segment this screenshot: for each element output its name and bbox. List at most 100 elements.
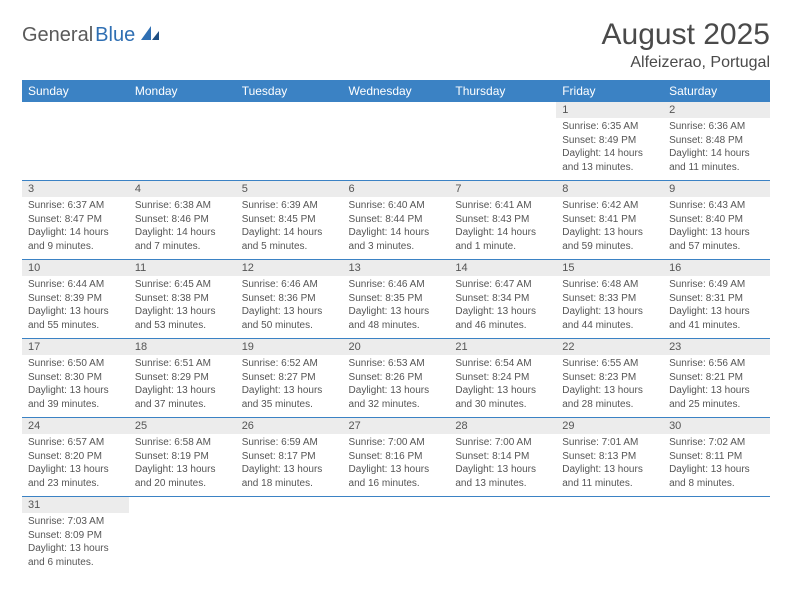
calendar-day-cell: 28Sunrise: 7:00 AMSunset: 8:14 PMDayligh… — [449, 418, 556, 497]
day-number: 4 — [129, 181, 236, 197]
calendar-week-row: 3Sunrise: 6:37 AMSunset: 8:47 PMDaylight… — [22, 181, 770, 260]
day-details: Sunrise: 6:40 AMSunset: 8:44 PMDaylight:… — [343, 197, 450, 257]
calendar-day-cell: 3Sunrise: 6:37 AMSunset: 8:47 PMDaylight… — [22, 181, 129, 260]
daylight-line: Daylight: 13 hours and 57 minutes. — [669, 226, 764, 253]
day-number: 21 — [449, 339, 556, 355]
day-details: Sunrise: 6:54 AMSunset: 8:24 PMDaylight:… — [449, 355, 556, 415]
sunrise-line: Sunrise: 6:48 AM — [562, 278, 657, 292]
day-details: Sunrise: 6:43 AMSunset: 8:40 PMDaylight:… — [663, 197, 770, 257]
day-details: Sunrise: 6:35 AMSunset: 8:49 PMDaylight:… — [556, 118, 663, 178]
sunset-line: Sunset: 8:34 PM — [455, 292, 550, 306]
day-number: 28 — [449, 418, 556, 434]
calendar-week-row: 10Sunrise: 6:44 AMSunset: 8:39 PMDayligh… — [22, 260, 770, 339]
calendar-empty-cell — [449, 102, 556, 181]
calendar-empty-cell — [22, 102, 129, 181]
calendar-day-cell: 20Sunrise: 6:53 AMSunset: 8:26 PMDayligh… — [343, 339, 450, 418]
daylight-line: Daylight: 14 hours and 11 minutes. — [669, 147, 764, 174]
day-number: 17 — [22, 339, 129, 355]
calendar-day-cell: 4Sunrise: 6:38 AMSunset: 8:46 PMDaylight… — [129, 181, 236, 260]
daylight-line: Daylight: 13 hours and 30 minutes. — [455, 384, 550, 411]
daylight-line: Daylight: 14 hours and 1 minute. — [455, 226, 550, 253]
weekday-header: Thursday — [449, 80, 556, 102]
calendar-day-cell: 11 Sunrise: 6:45 AMSunset: 8:38 PMDayligh… — [129, 260, 236, 339]
sunset-line: Sunset: 8:17 PM — [242, 450, 337, 464]
sunset-line: Sunset: 8:29 PM — [135, 371, 230, 385]
sunrise-line: Sunrise: 6:36 AM — [669, 120, 764, 134]
day-details: Sunrise: 6:49 AMSunset: 8:31 PMDaylight:… — [663, 276, 770, 336]
location: Alfeizerao, Portugal — [602, 54, 770, 72]
calendar-week-row: 31Sunrise: 7:03 AMSunset: 8:09 PMDayligh… — [22, 497, 770, 576]
sunset-line: Sunset: 8:41 PM — [562, 213, 657, 227]
calendar-empty-cell — [556, 497, 663, 576]
day-number: 11 — [129, 260, 236, 276]
sunrise-line: Sunrise: 7:01 AM — [562, 436, 657, 450]
sunset-line: Sunset: 8:38 PM — [135, 292, 230, 306]
calendar-empty-cell — [129, 102, 236, 181]
sunset-line: Sunset: 8:30 PM — [28, 371, 123, 385]
sunrise-line: Sunrise: 6:53 AM — [349, 357, 444, 371]
daylight-line: Daylight: 13 hours and 18 minutes. — [242, 463, 337, 490]
calendar-empty-cell — [129, 497, 236, 576]
sunrise-line: Sunrise: 6:50 AM — [28, 357, 123, 371]
weekday-header: Saturday — [663, 80, 770, 102]
sunset-line: Sunset: 8:45 PM — [242, 213, 337, 227]
weekday-header: Monday — [129, 80, 236, 102]
sunrise-line: Sunrise: 7:02 AM — [669, 436, 764, 450]
day-number: 2 — [663, 102, 770, 118]
calendar-empty-cell — [236, 102, 343, 181]
sunrise-line: Sunrise: 6:45 AM — [135, 278, 230, 292]
sunrise-line: Sunrise: 6:51 AM — [135, 357, 230, 371]
calendar-day-cell: 24Sunrise: 6:57 AMSunset: 8:20 PMDayligh… — [22, 418, 129, 497]
sunrise-line: Sunrise: 6:49 AM — [669, 278, 764, 292]
day-number: 7 — [449, 181, 556, 197]
calendar-empty-cell — [449, 497, 556, 576]
calendar-day-cell: 2Sunrise: 6:36 AMSunset: 8:48 PMDaylight… — [663, 102, 770, 181]
sunrise-line: Sunrise: 6:54 AM — [455, 357, 550, 371]
daylight-line: Daylight: 13 hours and 55 minutes. — [28, 305, 123, 332]
sunrise-line: Sunrise: 6:59 AM — [242, 436, 337, 450]
day-number: 12 — [236, 260, 343, 276]
day-number: 1 — [556, 102, 663, 118]
day-details: Sunrise: 6:59 AMSunset: 8:17 PMDaylight:… — [236, 434, 343, 494]
calendar-day-cell: 30Sunrise: 7:02 AMSunset: 8:11 PMDayligh… — [663, 418, 770, 497]
calendar-day-cell: 15Sunrise: 6:48 AMSunset: 8:33 PMDayligh… — [556, 260, 663, 339]
daylight-line: Daylight: 13 hours and 53 minutes. — [135, 305, 230, 332]
day-number: 18 — [129, 339, 236, 355]
sunrise-line: Sunrise: 6:42 AM — [562, 199, 657, 213]
daylight-line: Daylight: 14 hours and 9 minutes. — [28, 226, 123, 253]
daylight-line: Daylight: 13 hours and 25 minutes. — [669, 384, 764, 411]
calendar-day-cell: 8 Sunrise: 6:42 AMSunset: 8:41 PMDaylight… — [556, 181, 663, 260]
calendar-day-cell: 31Sunrise: 7:03 AMSunset: 8:09 PMDayligh… — [22, 497, 129, 576]
day-number: 26 — [236, 418, 343, 434]
day-number: 8 — [556, 181, 663, 197]
header: General Blue August 2025 Alfeizerao, Por… — [22, 18, 770, 72]
sunset-line: Sunset: 8:47 PM — [28, 213, 123, 227]
sunset-line: Sunset: 8:46 PM — [135, 213, 230, 227]
sunset-line: Sunset: 8:21 PM — [669, 371, 764, 385]
day-details: Sunrise: 6:46 AMSunset: 8:35 PMDaylight:… — [343, 276, 450, 336]
calendar-day-cell: 19Sunrise: 6:52 AMSunset: 8:27 PMDayligh… — [236, 339, 343, 418]
calendar-day-cell: 10Sunrise: 6:44 AMSunset: 8:39 PMDayligh… — [22, 260, 129, 339]
daylight-line: Daylight: 14 hours and 13 minutes. — [562, 147, 657, 174]
daylight-line: Daylight: 13 hours and 16 minutes. — [349, 463, 444, 490]
day-number: 9 — [663, 181, 770, 197]
sunset-line: Sunset: 8:33 PM — [562, 292, 657, 306]
sunset-line: Sunset: 8:40 PM — [669, 213, 764, 227]
day-details: Sunrise: 7:00 AMSunset: 8:16 PMDaylight:… — [343, 434, 450, 494]
calendar-day-cell: 18Sunrise: 6:51 AMSunset: 8:29 PMDayligh… — [129, 339, 236, 418]
calendar-table: SundayMondayTuesdayWednesdayThursdayFrid… — [22, 80, 770, 575]
day-number: 27 — [343, 418, 450, 434]
sunset-line: Sunset: 8:19 PM — [135, 450, 230, 464]
day-details: Sunrise: 6:56 AMSunset: 8:21 PMDaylight:… — [663, 355, 770, 415]
sunrise-line: Sunrise: 6:40 AM — [349, 199, 444, 213]
sunrise-line: Sunrise: 6:57 AM — [28, 436, 123, 450]
day-details: Sunrise: 6:58 AMSunset: 8:19 PMDaylight:… — [129, 434, 236, 494]
calendar-page: General Blue August 2025 Alfeizerao, Por… — [0, 0, 792, 612]
daylight-line: Daylight: 13 hours and 59 minutes. — [562, 226, 657, 253]
daylight-line: Daylight: 13 hours and 35 minutes. — [242, 384, 337, 411]
calendar-week-row: 1Sunrise: 6:35 AMSunset: 8:49 PMDaylight… — [22, 102, 770, 181]
calendar-day-cell: 23Sunrise: 6:56 AMSunset: 8:21 PMDayligh… — [663, 339, 770, 418]
weekday-header: Sunday — [22, 80, 129, 102]
calendar-week-row: 17 Sunrise: 6:50 AMSunset: 8:30 PM Dayligh… — [22, 339, 770, 418]
day-number: 14 — [449, 260, 556, 276]
